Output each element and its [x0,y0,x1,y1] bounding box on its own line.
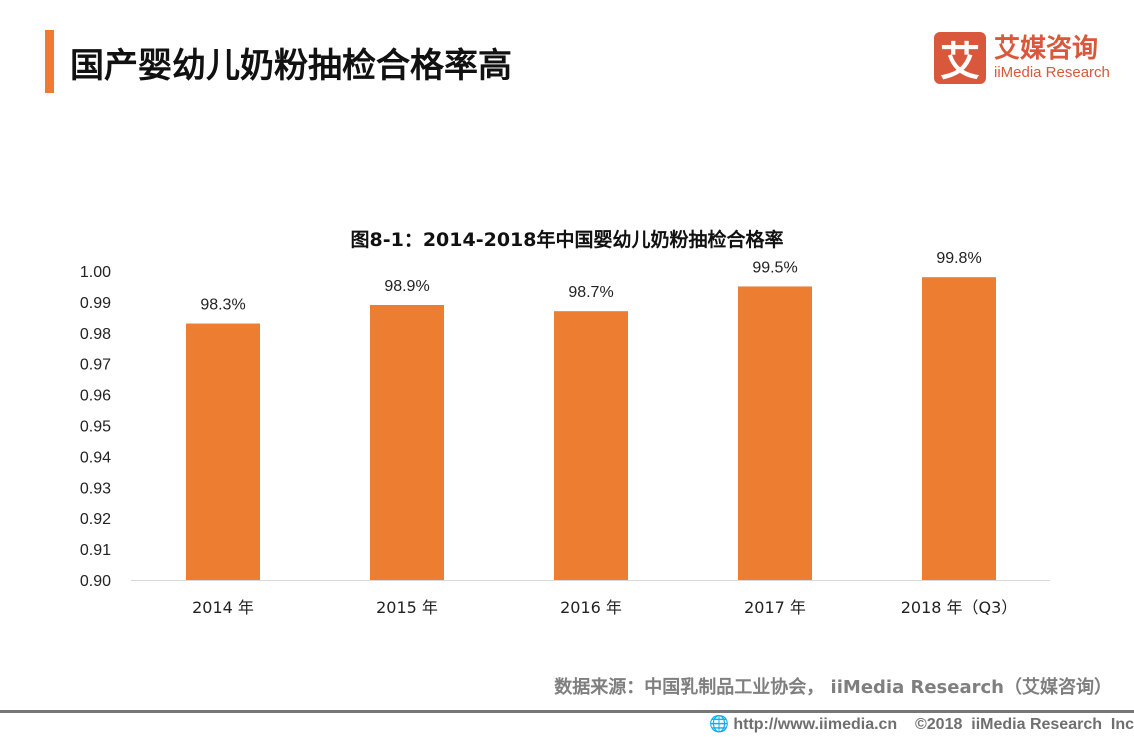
data-label: 98.3% [200,297,245,314]
x-tick-label: 2014 年 [192,598,254,617]
logo-cn: 艾媒咨询 [994,34,1099,64]
data-label: 98.7% [568,284,613,301]
x-tick-label: 2018 年（Q3） [901,598,1018,617]
footer-divider [0,710,1134,713]
x-tick-label: 2016 年 [560,598,622,617]
logo-mark: 艾 [934,32,986,85]
logo-en: iiMedia Research [994,64,1110,81]
y-tick-label: 0.98 [80,326,111,343]
bar [922,277,996,580]
y-tick-label: 0.95 [80,419,111,436]
data-label: 98.9% [384,278,429,295]
bar [738,286,812,580]
bar [370,304,444,580]
chart-title: 图8-1：2014-2018年中国婴幼儿奶粉抽检合格率 [350,229,784,251]
data-label: 99.8% [936,250,981,267]
title-accent-bar [45,30,54,93]
page-title: 国产婴幼儿奶粉抽检合格率高 [70,46,512,86]
footer-url[interactable]: http://www.iimedia.cn [733,716,898,733]
y-tick-label: 0.92 [80,511,111,528]
source-note: 数据来源：中国乳制品工业协会， iiMedia Research（艾媒咨询） [554,677,1112,698]
x-tick-label: 2015 年 [376,598,438,617]
footer-copyright: ©2018 iiMedia Research Inc [914,716,1134,733]
y-tick-label: 0.91 [80,542,111,559]
y-tick-label: 0.97 [80,357,111,374]
bar [186,323,260,580]
y-tick-label: 0.94 [80,449,111,466]
y-tick-label: 0.93 [80,480,111,497]
logo: 艾 艾媒咨询 iiMedia Research [934,32,1110,85]
y-tick-label: 0.90 [80,573,111,590]
y-tick-label: 1.00 [80,264,111,281]
data-label: 99.5% [752,259,797,276]
globe-icon: 🌐 [708,716,729,733]
x-tick-label: 2017 年 [744,598,806,617]
bar [554,311,628,580]
y-tick-label: 0.96 [80,388,111,405]
footer: 🌐 http://www.iimedia.cn ©2018 iiMedia Re… [709,714,1134,734]
y-tick-label: 0.99 [80,295,111,312]
